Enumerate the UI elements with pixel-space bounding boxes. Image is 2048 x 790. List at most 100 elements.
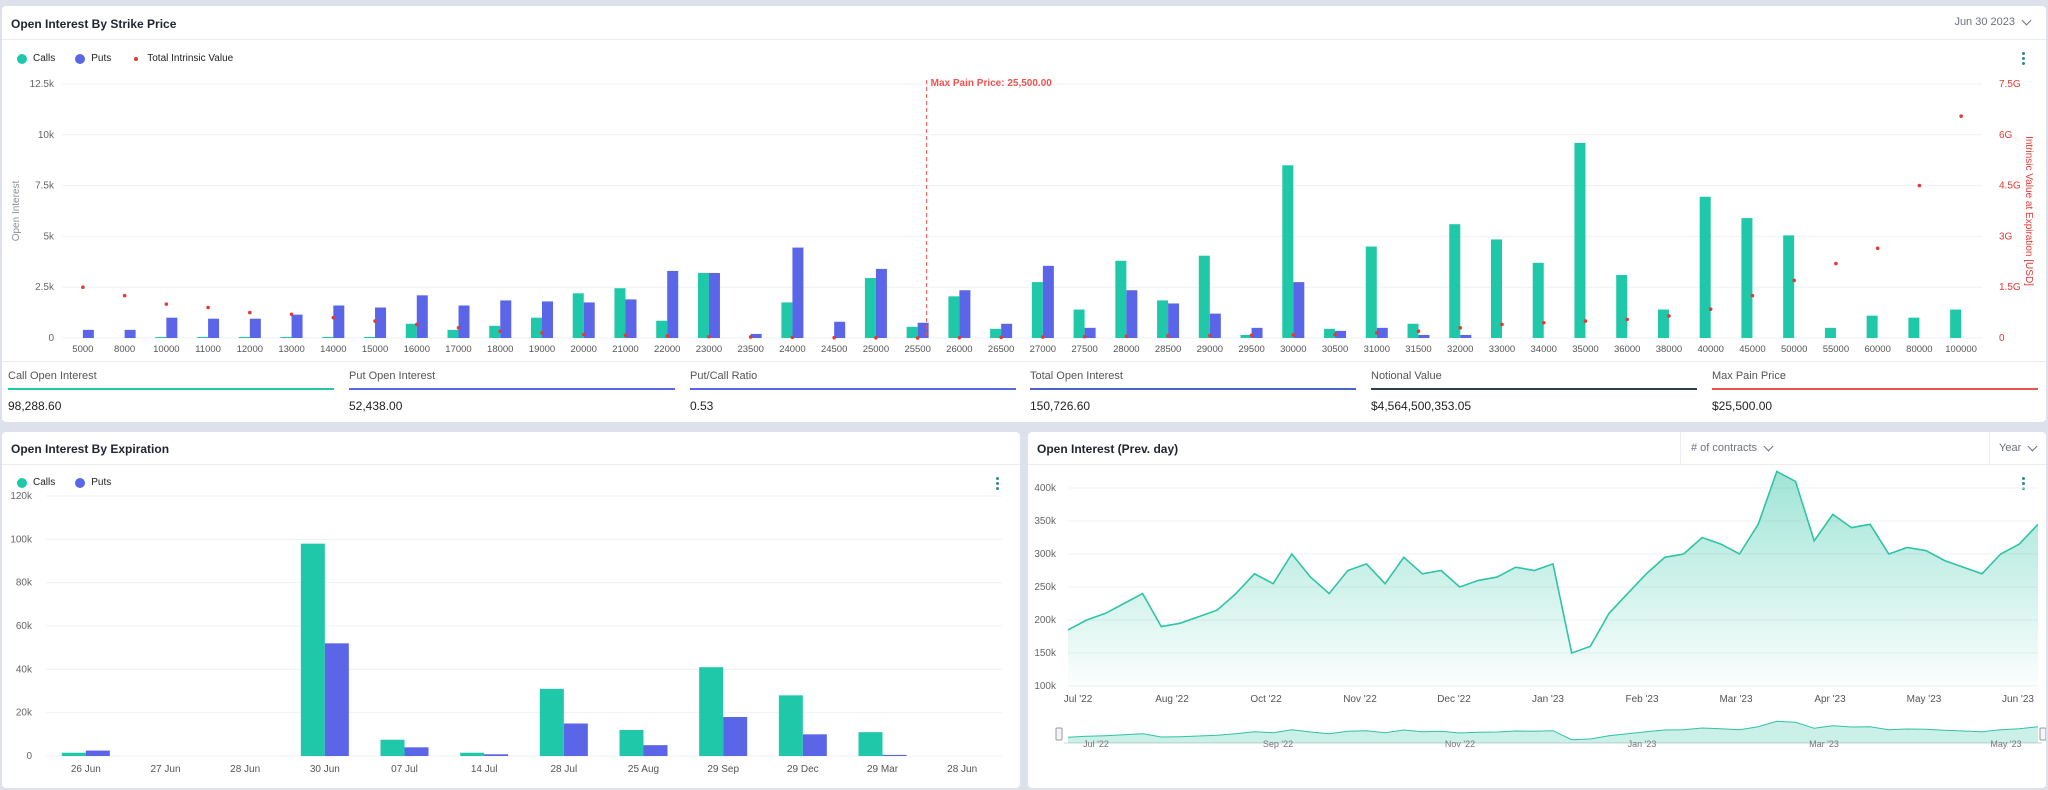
x-tick-label: 30500 [1322,344,1348,355]
legend-calls[interactable]: Calls [17,53,55,64]
put-bar [1126,290,1138,338]
call-bar [364,336,376,338]
call-bar [238,336,250,338]
intrinsic-point [1500,322,1504,327]
put-bar [834,321,846,338]
navigator-handle-left [1055,727,1063,741]
x-tick-label: 38000 [1656,344,1682,355]
x-tick-label: 29 Mar [867,764,899,775]
x-tick-label: Feb '23 [1625,694,1658,705]
y-tick-label: 10k [38,130,55,141]
date-selector[interactable]: Jun 30 2023 [1954,15,2032,28]
y2-tick-label: 0 [1999,333,2005,344]
intrinsic-point [331,315,336,320]
intrinsic-point [1792,278,1796,283]
x-tick-label: Nov '22 [1343,694,1377,705]
call-bar [1115,260,1127,338]
y-tick-label: 20k [16,708,33,719]
stat-call-oi: Call Open Interest 98,288.60 [8,370,334,413]
chart-menu-icon[interactable] [996,477,1000,492]
y-tick-label: 0 [26,751,32,762]
x-tick-label: 29500 [1238,344,1264,355]
intrinsic-point [1917,183,1922,188]
call-bar [1574,142,1586,338]
call-bar [1240,334,1252,338]
x-tick-label: 100000 [1945,344,1977,355]
stat-underline [1371,388,1697,390]
y-tick-label: 60k [16,621,33,632]
y-tick-label: 400k [1034,483,1057,494]
x-tick-label: 14000 [320,344,346,355]
intrinsic-point [1166,334,1170,338]
chevron-down-icon [2021,15,2032,25]
put-bar [1335,330,1347,338]
put-bar [750,333,762,338]
stat-max-pain: Max Pain Price $25,500.00 [1712,370,2038,413]
put-bar [500,300,512,338]
y-axis-label: Open Interest [11,180,22,241]
y-tick-label: 40k [16,664,33,675]
put-bar [291,314,303,338]
call-bar [906,326,918,338]
x-tick-label: 30 Jun [310,764,340,775]
x-tick-label: 14 Jul [471,764,498,775]
intrinsic-point [1708,307,1713,312]
call-bar [1908,317,1920,338]
call-bar [778,695,803,756]
call-bar [1657,309,1669,338]
x-tick-label: 27000 [1030,344,1056,355]
chart-menu-icon[interactable] [2022,52,2026,67]
put-bar [124,329,136,338]
x-tick-label: 12000 [237,344,263,355]
x-tick-label: 40000 [1697,344,1723,355]
call-bar [1866,315,1878,338]
put-bar [324,643,349,756]
call-bar [1616,275,1628,338]
y-tick-label: 250k [1034,582,1057,593]
y2-tick-label: 6G [1999,130,2013,141]
put-bar [416,295,428,338]
intrinsic-point [1291,333,1296,337]
legend-puts[interactable]: Puts [75,477,111,488]
x-tick-label: 23000 [696,344,722,355]
call-bar [1157,300,1169,338]
intrinsic-point [874,336,878,340]
legend-calls[interactable]: Calls [17,477,55,488]
legend-intrinsic[interactable]: Total Intrinsic Value [131,53,233,64]
navigator-fill [1068,721,2038,743]
contracts-dropdown[interactable]: # of contracts [1680,432,1782,464]
stat-underline [8,388,334,390]
intrinsic-point [790,335,795,340]
chevron-down-icon [1763,441,1774,451]
period-dropdown[interactable]: Year [1989,432,2046,464]
y-tick-label: 7.5k [35,181,55,192]
intrinsic-point [1208,333,1212,338]
x-tick-label: 28 Jun [230,764,260,775]
intrinsic-point [498,329,503,334]
legend-puts[interactable]: Puts [75,53,111,64]
x-tick-label: 32000 [1447,344,1473,355]
put-bar [1042,265,1054,338]
x-tick-label: 29000 [1197,344,1223,355]
x-tick-label: 34000 [1531,344,1557,355]
put-bar [1376,327,1388,338]
y-tick-label: 100k [10,534,33,545]
navigator-tick-label: Jan '23 [1628,739,1657,749]
put-bar [542,301,553,338]
y2-tick-label: 7.5G [1999,79,2021,90]
call-bar [447,329,459,338]
call-bar [1532,262,1544,338]
put-bar [1293,282,1305,338]
call-bar [405,323,417,338]
x-tick-label: 24500 [821,344,847,355]
stat-put-call-ratio: Put/Call Ratio 0.53 [690,370,1016,413]
intrinsic-point [915,336,920,340]
x-tick-label: Oct '22 [1250,694,1282,705]
intrinsic-point [1458,326,1463,330]
put-bar [1001,323,1013,338]
put-bar [1209,313,1221,338]
x-tick-label: 26 Jun [71,764,101,775]
x-tick-label: 25000 [863,344,889,355]
panel-title: Open Interest By Strike Price [11,17,177,31]
call-bar [1324,328,1336,338]
